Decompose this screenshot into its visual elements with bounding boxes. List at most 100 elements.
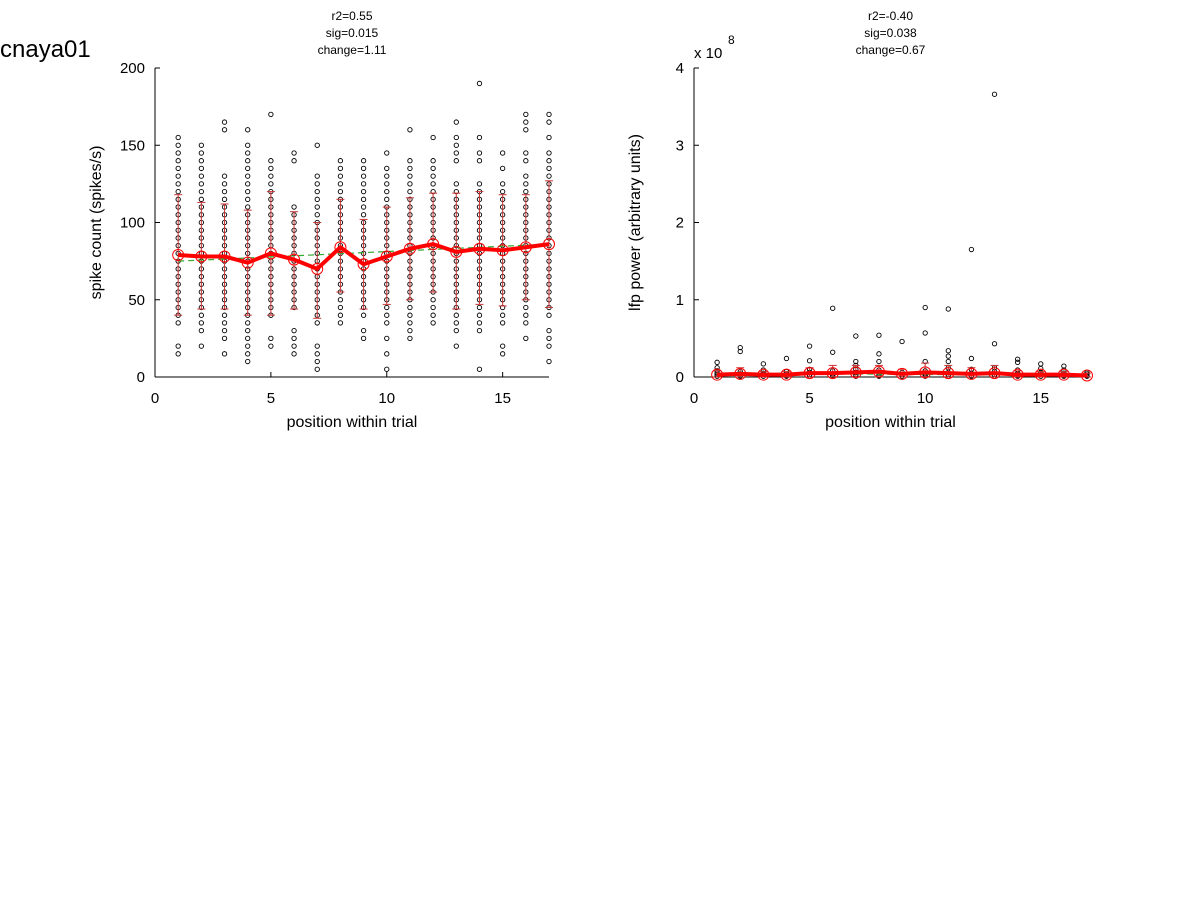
- data-point: [291, 343, 297, 349]
- data-point: [1038, 361, 1044, 367]
- data-point: [360, 335, 367, 342]
- data-point: [384, 335, 390, 342]
- y-tick-label: 1: [676, 292, 684, 309]
- data-point: [523, 188, 529, 195]
- data-point: [430, 181, 436, 187]
- data-point: [407, 335, 413, 342]
- data-point: [245, 127, 251, 133]
- mean-marker: [803, 367, 816, 380]
- data-point: [268, 158, 274, 164]
- figure-label: cnaya01: [0, 36, 91, 63]
- data-point: [945, 348, 951, 354]
- data-point: [221, 188, 228, 195]
- x-axis-label: position within trial: [825, 414, 956, 431]
- data-point: [453, 158, 459, 164]
- data-point: [453, 312, 459, 318]
- data-point: [360, 165, 367, 172]
- mean-marker: [872, 365, 885, 378]
- data-point: [221, 119, 228, 125]
- fit-line: [178, 243, 550, 262]
- x-tick-label: 5: [805, 390, 813, 407]
- data-point: [198, 320, 205, 326]
- data-point: [198, 327, 205, 334]
- data-point: [476, 134, 483, 141]
- data-point: [314, 366, 320, 372]
- mean-marker: [734, 367, 747, 380]
- data-point: [245, 343, 251, 349]
- data-point: [499, 320, 506, 326]
- data-point: [221, 327, 228, 334]
- data-point: [991, 91, 998, 97]
- data-point: [737, 348, 743, 355]
- data-point: [853, 358, 859, 365]
- data-point: [198, 343, 205, 349]
- data-point: [384, 351, 390, 357]
- data-point: [945, 306, 951, 312]
- data-point: [384, 188, 390, 195]
- mean-marker: [427, 238, 440, 251]
- data-point: [523, 158, 529, 164]
- data-point: [499, 343, 506, 349]
- mean-marker: [780, 368, 793, 381]
- mean-marker: [543, 238, 555, 251]
- x-tick-label: 10: [917, 390, 934, 407]
- data-point: [198, 312, 205, 318]
- mean-marker: [218, 250, 231, 263]
- mean-marker: [942, 367, 955, 380]
- y-tick-label: 0: [137, 369, 145, 386]
- data-point: [546, 173, 552, 179]
- data-point: [384, 312, 390, 318]
- data-point: [314, 204, 320, 210]
- mean-marker: [195, 250, 208, 263]
- data-point: [337, 320, 344, 326]
- spike-count-chart: r2=0.55 sig=0.015 change=1.11 0 50 100 150 200 0…: [88, 9, 555, 431]
- data-point: [175, 165, 181, 172]
- data-point: [523, 304, 529, 311]
- data-point: [523, 173, 529, 179]
- data-point: [760, 361, 767, 367]
- y-tick-label: 150: [120, 137, 145, 154]
- data-point: [175, 142, 181, 148]
- data-point: [546, 119, 552, 125]
- y-axis-label: lfp power (arbitrary units): [627, 134, 644, 311]
- mean-marker: [334, 241, 347, 254]
- data-point: [245, 204, 251, 210]
- chart-title-line: change=0.67: [856, 43, 926, 57]
- data-point: [175, 158, 181, 164]
- data-point: [430, 165, 436, 172]
- data-point: [198, 158, 205, 164]
- data-point: [991, 341, 998, 347]
- data-point: [360, 158, 367, 164]
- data-point: [523, 111, 529, 118]
- data-point: [291, 150, 297, 156]
- data-point: [523, 119, 529, 125]
- data-point: [245, 142, 251, 148]
- data-point: [337, 181, 344, 187]
- data-point: [430, 134, 436, 141]
- data-point: [476, 312, 483, 318]
- data-point: [476, 304, 483, 311]
- data-point: [360, 327, 367, 334]
- data-point: [1061, 363, 1067, 369]
- data-point: [384, 150, 390, 156]
- data-point: [360, 212, 367, 218]
- data-point: [968, 246, 975, 253]
- mean-marker: [1034, 368, 1047, 381]
- x-tick-label: 0: [690, 390, 698, 407]
- data-point: [830, 349, 836, 355]
- data-point: [737, 344, 743, 351]
- mean-marker: [496, 244, 509, 257]
- y-tick-label: 200: [120, 60, 145, 77]
- data-point: [337, 158, 344, 164]
- data-point: [291, 327, 297, 334]
- data-point: [876, 332, 882, 338]
- data-point: [245, 188, 251, 195]
- data-point: [523, 312, 529, 318]
- data-point: [407, 320, 413, 326]
- data-point: [360, 181, 367, 187]
- data-point: [546, 335, 552, 342]
- data-point: [853, 333, 859, 339]
- mean-marker: [826, 367, 839, 380]
- data-point: [245, 327, 251, 334]
- axis-exponent-power: 8: [728, 33, 735, 47]
